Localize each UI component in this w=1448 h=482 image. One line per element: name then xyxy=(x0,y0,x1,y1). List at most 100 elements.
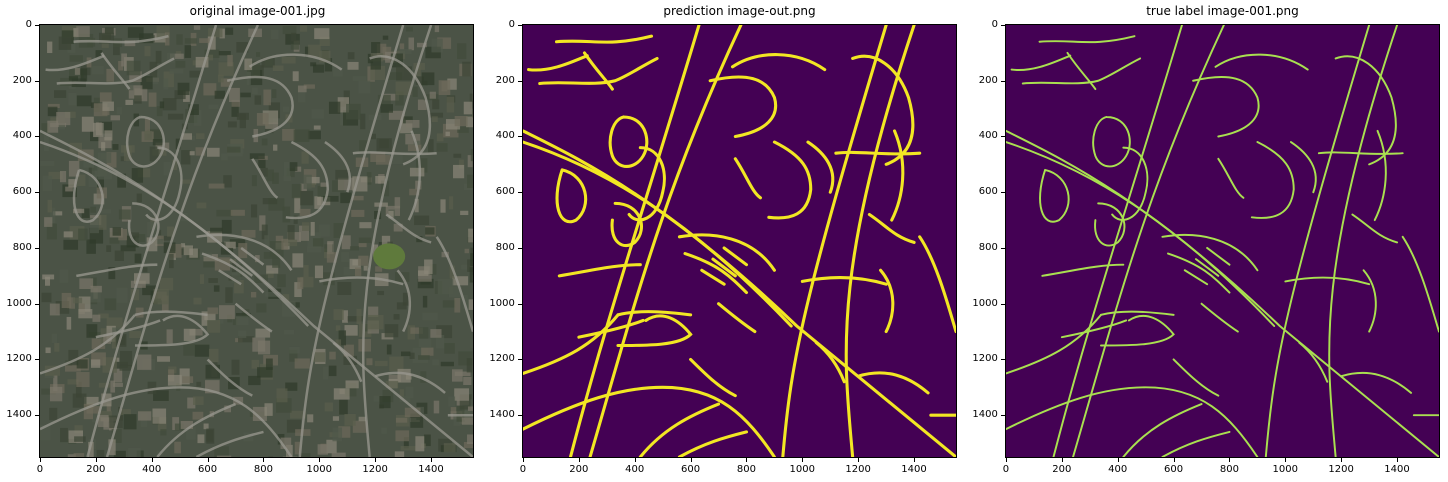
y-tick-mark xyxy=(518,136,522,138)
terrain-patch xyxy=(193,110,202,126)
terrain-patch xyxy=(405,26,413,32)
x-tick-mark xyxy=(690,458,692,462)
road-line xyxy=(554,34,654,44)
road-line xyxy=(557,263,642,278)
y-tick-label: 600 xyxy=(495,186,515,198)
terrain-patch xyxy=(286,168,295,178)
y-tick-mark xyxy=(35,303,39,305)
terrain-patch xyxy=(106,317,123,330)
road-line xyxy=(1217,157,1245,199)
terrain-patch xyxy=(389,356,404,372)
terrain-patch xyxy=(131,168,144,183)
terrain-patch xyxy=(251,175,257,187)
terrain-patch xyxy=(98,313,109,319)
terrain-patch xyxy=(206,429,214,442)
road-line xyxy=(332,341,363,383)
road-line xyxy=(844,25,916,457)
terrain-patch xyxy=(229,87,240,103)
terrain-patch xyxy=(160,429,167,436)
terrain-patch xyxy=(236,42,249,53)
terrain-patch xyxy=(358,80,371,94)
terrain-patch xyxy=(204,49,220,58)
road-line xyxy=(616,314,693,348)
terrain-patch xyxy=(113,382,123,387)
terrain-patch xyxy=(213,285,220,292)
terrain-patch xyxy=(234,279,244,294)
terrain-patch xyxy=(282,26,297,35)
terrain-patch xyxy=(93,193,105,205)
y-tick-label: 400 xyxy=(495,130,515,142)
terrain-patch xyxy=(208,183,225,189)
terrain-patch xyxy=(390,154,403,165)
terrain-patch xyxy=(240,92,251,98)
terrain-patch xyxy=(208,348,219,363)
terrain-patch xyxy=(400,446,416,451)
terrain-patch xyxy=(405,133,421,145)
terrain-patch xyxy=(49,407,58,421)
terrain-patch xyxy=(328,365,337,377)
terrain-patch xyxy=(207,231,223,243)
terrain-patch xyxy=(74,425,83,434)
road-line xyxy=(879,268,895,334)
y-tick-mark xyxy=(1001,359,1005,361)
terrain-patch xyxy=(452,276,469,286)
terrain-patch xyxy=(347,316,363,322)
terrain-patch xyxy=(106,245,112,252)
terrain-patch xyxy=(110,380,116,393)
terrain-patch xyxy=(207,54,214,61)
terrain-patch xyxy=(300,276,314,288)
terrain-patch xyxy=(59,171,67,183)
terrain-patch xyxy=(303,265,309,278)
terrain-patch xyxy=(332,416,340,421)
terrain-patch xyxy=(467,259,473,272)
terrain-patch xyxy=(366,172,372,185)
terrain-patch xyxy=(272,65,284,72)
terrain-patch xyxy=(382,35,389,40)
x-tick-mark xyxy=(375,458,377,462)
terrain-patch xyxy=(344,325,358,336)
road-line xyxy=(856,371,930,395)
terrain-patch xyxy=(251,359,260,369)
terrain-patch xyxy=(289,346,300,354)
terrain-patch xyxy=(91,359,101,368)
terrain-patch xyxy=(415,158,428,173)
terrain-patch xyxy=(463,376,472,386)
terrain-patch xyxy=(207,307,219,315)
terrain-patch xyxy=(265,291,281,297)
terrain-patch xyxy=(417,278,434,289)
terrain-patch xyxy=(196,133,205,140)
terrain-patch xyxy=(276,388,288,403)
terrain-patch xyxy=(169,69,184,74)
x-tick-mark xyxy=(858,458,860,462)
terrain-patch xyxy=(193,25,201,30)
terrain-patch xyxy=(75,381,82,398)
terrain-patch xyxy=(462,404,473,419)
terrain-patch xyxy=(395,430,410,442)
road-line xyxy=(834,150,922,156)
terrain-patch xyxy=(183,245,193,256)
terrain-patch xyxy=(376,43,387,58)
terrain-patch xyxy=(377,94,391,105)
terrain-patch xyxy=(469,267,473,283)
road-line xyxy=(1060,319,1128,339)
y-tick-mark xyxy=(518,80,522,82)
terrain-patch xyxy=(152,408,167,424)
terrain-patch xyxy=(58,36,72,50)
terrain-patch xyxy=(90,285,102,293)
terrain-patch xyxy=(319,224,330,237)
x-tick-label: 1000 xyxy=(1272,464,1298,475)
terrain-patch xyxy=(387,72,403,80)
terrain-patch xyxy=(323,366,329,380)
terrain-patch xyxy=(322,195,339,202)
terrain-patch xyxy=(83,158,95,168)
satellite-photo xyxy=(40,25,473,457)
terrain-patch xyxy=(375,266,383,272)
terrain-patch xyxy=(183,328,196,341)
road-line xyxy=(767,140,813,220)
terrain-patch xyxy=(472,275,473,282)
terrain-patch xyxy=(47,199,53,213)
terrain-patch xyxy=(207,320,221,333)
terrain-patch xyxy=(188,104,199,116)
terrain-patch xyxy=(231,359,240,375)
terrain-patch xyxy=(292,71,299,82)
